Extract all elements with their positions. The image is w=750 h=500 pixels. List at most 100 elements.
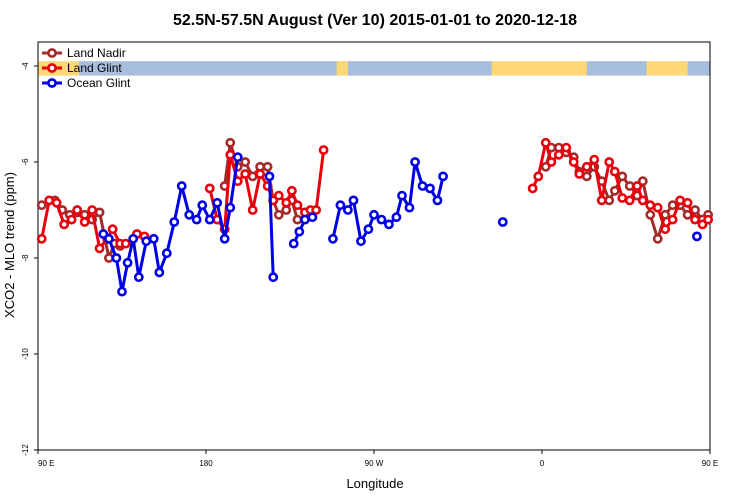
data-point (117, 286, 127, 297)
data-point (307, 212, 318, 223)
data-point (703, 214, 714, 225)
data-point (609, 185, 620, 196)
data-point (546, 157, 557, 167)
data-point (59, 219, 70, 230)
data-point (410, 157, 420, 167)
series-3 (497, 217, 702, 242)
data-point (288, 238, 299, 249)
plot-border (37, 41, 711, 451)
legend-marker (47, 63, 57, 73)
data-point (690, 214, 700, 225)
data-point (255, 169, 266, 179)
data-point (154, 267, 165, 278)
y-tick-label: -12 (21, 444, 30, 456)
data-point (652, 233, 663, 244)
data-point (342, 205, 353, 215)
data-point (682, 209, 693, 220)
plot-frame (37, 41, 711, 451)
data-point (632, 181, 643, 191)
y-tick-label: -4 (21, 62, 30, 70)
data-point (292, 214, 303, 225)
chart-title: 52.5N-57.5N August (Ver 10) 2015-01-01 t… (173, 12, 577, 29)
data-point (369, 209, 379, 220)
data-point (273, 209, 284, 220)
band-ocean-3 (687, 61, 710, 76)
data-point (141, 236, 152, 247)
legend-marker (47, 78, 57, 88)
data-point (225, 202, 236, 213)
data-point (225, 137, 236, 148)
data-point (36, 233, 47, 244)
data-point (581, 161, 592, 172)
data-point (376, 214, 387, 225)
x-tick-label: 0 (540, 459, 545, 468)
y-axis: -4 -6 -8 -10 -12 (21, 62, 38, 456)
data-point (72, 205, 83, 215)
data-point (44, 195, 55, 206)
data-point (391, 212, 402, 223)
data-point (553, 149, 564, 160)
data-point (94, 243, 105, 254)
data-point (225, 149, 236, 160)
data-point (384, 219, 394, 230)
data-point (111, 253, 122, 263)
series-line (267, 176, 275, 278)
data-point (652, 202, 663, 213)
series-2 (98, 152, 448, 297)
x-tick-label: 90 E (38, 459, 54, 468)
data-point (624, 195, 635, 206)
data-point (645, 209, 656, 220)
data-point (589, 154, 600, 165)
data-point (264, 171, 275, 182)
y-tick-label: -8 (21, 254, 30, 262)
data-point (104, 233, 114, 244)
data-point (273, 190, 284, 201)
data-point (300, 214, 310, 225)
data-point (617, 171, 628, 182)
data-point (286, 185, 297, 196)
data-point (432, 195, 443, 206)
legend-marker (47, 48, 57, 58)
data-point (561, 142, 572, 153)
data-point (148, 233, 159, 244)
data-point (617, 193, 628, 203)
data-point (79, 217, 90, 227)
data-point (540, 137, 551, 148)
data-point (328, 233, 338, 244)
legend-label: Land Glint (67, 61, 122, 75)
data-point (212, 197, 223, 208)
data-point (120, 238, 131, 249)
data-point (675, 195, 686, 206)
data-point (604, 157, 615, 167)
data-point (497, 217, 508, 227)
data-point (574, 169, 585, 179)
data-point (660, 224, 671, 235)
data-point (294, 226, 305, 237)
data-point (87, 205, 98, 215)
data-point (609, 166, 620, 177)
data-point (604, 195, 615, 206)
data-point (122, 257, 133, 268)
data-point (348, 195, 359, 206)
data-point (204, 214, 215, 225)
x-axis: 90 E 180 90 W 0 90 E (37, 450, 718, 468)
data-point (281, 197, 292, 208)
data-point (66, 214, 77, 225)
band-ocean-2 (586, 61, 647, 76)
data-point (417, 181, 428, 191)
series-group (36, 137, 714, 297)
data-point (262, 161, 273, 172)
data-point (645, 200, 656, 211)
data-point (596, 195, 607, 206)
data-point (624, 181, 635, 191)
data-point (94, 207, 105, 218)
data-point (533, 171, 544, 182)
data-point (692, 231, 702, 242)
data-point (311, 205, 322, 215)
data-point (682, 197, 693, 208)
data-point (425, 183, 435, 194)
data-point (404, 202, 415, 213)
data-point (247, 171, 258, 182)
x-tick-label: 90 W (365, 459, 384, 468)
data-point (527, 183, 538, 194)
